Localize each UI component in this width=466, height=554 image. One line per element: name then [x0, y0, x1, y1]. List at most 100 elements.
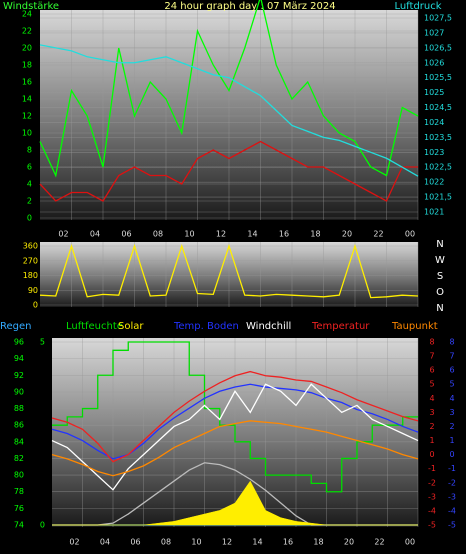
- y-tick-label: 1023,5: [424, 133, 452, 142]
- y-tick-label: 84: [14, 437, 24, 446]
- x-tick-label: 18: [313, 538, 323, 547]
- x-tick-label: 08: [153, 230, 163, 239]
- y-tick-label: 2: [27, 197, 32, 206]
- x-tick-label: 18: [310, 230, 320, 239]
- y-tick-label: 0: [429, 450, 434, 459]
- x-tick-label: 22: [373, 230, 383, 239]
- y-tick-label: 78: [14, 487, 24, 496]
- y-tick-label: 82: [14, 454, 24, 463]
- y-tick-label: 180: [23, 271, 38, 280]
- y-tick-label: 2: [429, 422, 434, 431]
- y-tick-label: 7: [429, 352, 434, 361]
- y-tick-label: 8: [429, 338, 434, 347]
- x-tick-label: 00: [405, 538, 415, 547]
- y-tick-label: -3: [448, 492, 456, 501]
- line: [39, 0, 419, 178]
- y-tick-label: 0: [40, 521, 45, 530]
- y-tick-label: 8: [449, 338, 454, 347]
- y-tick-label: 14: [22, 95, 32, 104]
- x-tick-label: 02: [69, 538, 79, 547]
- x-tick-label: 16: [279, 230, 289, 239]
- legend-label: Windchill: [246, 321, 291, 332]
- axis-title: Luftdruck: [394, 1, 441, 12]
- x-tick-label: 08: [161, 538, 171, 547]
- y-tick-label: 96: [14, 338, 24, 347]
- y-tick-label: 80: [14, 471, 24, 480]
- y-tick-label: N: [436, 303, 443, 314]
- line: [51, 420, 419, 477]
- y-tick-label: 18: [22, 61, 32, 70]
- y-tick-label: 5: [429, 380, 434, 389]
- line: [51, 383, 419, 460]
- y-tick-label: 1022: [424, 178, 444, 187]
- y-tick-label: O: [436, 287, 444, 298]
- y-tick-label: -4: [448, 506, 456, 515]
- y-tick-label: 90: [28, 286, 38, 295]
- y-tick-label: S: [437, 271, 443, 282]
- y-tick-label: -2: [448, 478, 456, 487]
- x-tick-label: 06: [121, 230, 131, 239]
- y-tick-label: 0: [27, 214, 32, 223]
- y-tick-label: 6: [429, 366, 434, 375]
- legend-label: Temperatur: [311, 321, 370, 332]
- y-tick-label: 270: [23, 256, 38, 265]
- y-tick-label: -4: [428, 506, 436, 515]
- y-tick-label: 74: [14, 521, 24, 530]
- y-tick-label: 0: [33, 301, 38, 310]
- y-tick-label: 1025: [424, 88, 444, 97]
- y-tick-label: 1027,5: [424, 14, 452, 23]
- y-tick-label: 1: [449, 436, 454, 445]
- y-tick-label: 1021,5: [424, 193, 452, 202]
- y-tick-label: 360: [23, 242, 38, 251]
- y-tick-label: 1021: [424, 208, 444, 217]
- x-tick-label: 12: [222, 538, 232, 547]
- chart-title: 24 hour graph day : 07 März 2024: [164, 1, 335, 12]
- y-tick-label: 4: [27, 180, 32, 189]
- y-tick-label: 1024,5: [424, 103, 452, 112]
- legend-label: Solar: [118, 321, 144, 332]
- y-tick-label: 76: [14, 504, 24, 513]
- y-tick-label: -2: [428, 478, 436, 487]
- y-tick-label: -5: [448, 521, 456, 530]
- x-tick-label: 20: [344, 538, 354, 547]
- y-tick-label: 6: [27, 163, 32, 172]
- x-tick-label: 10: [184, 230, 194, 239]
- line: [39, 140, 418, 202]
- x-tick-label: 00: [405, 230, 415, 239]
- y-tick-label: 90: [14, 387, 24, 396]
- y-tick-label: 24: [22, 10, 32, 19]
- line: [39, 44, 419, 177]
- x-tick-label: 22: [374, 538, 384, 547]
- y-tick-label: 94: [14, 354, 24, 363]
- y-tick-label: -1: [428, 464, 436, 473]
- y-tick-label: N: [436, 239, 443, 250]
- y-tick-label: 6: [449, 366, 454, 375]
- y-tick-label: W: [435, 255, 445, 266]
- y-tick-label: 5: [449, 380, 454, 389]
- y-tick-label: 12: [22, 112, 32, 121]
- y-tick-label: 3: [429, 408, 434, 417]
- y-tick-label: 10: [22, 129, 32, 138]
- x-tick-label: 12: [216, 230, 226, 239]
- axis-title: Windstärke: [3, 1, 59, 12]
- x-tick-label: 02: [58, 230, 68, 239]
- line: [39, 243, 419, 299]
- x-tick-label: 04: [100, 538, 110, 547]
- y-tick-label: 20: [22, 44, 32, 53]
- line: [52, 341, 418, 493]
- y-tick-label: 1026: [424, 58, 444, 67]
- y-tick-label: 3: [449, 408, 454, 417]
- y-tick-label: 92: [14, 371, 24, 380]
- line: [51, 383, 419, 491]
- x-tick-label: 14: [247, 230, 257, 239]
- x-tick-label: 20: [342, 230, 352, 239]
- y-tick-label: 5: [40, 338, 45, 347]
- area: [52, 480, 418, 526]
- y-tick-label: 4: [449, 394, 454, 403]
- x-tick-label: 10: [191, 538, 201, 547]
- y-tick-label: 1: [429, 436, 434, 445]
- x-tick-label: 04: [90, 230, 100, 239]
- y-tick-label: -3: [428, 492, 436, 501]
